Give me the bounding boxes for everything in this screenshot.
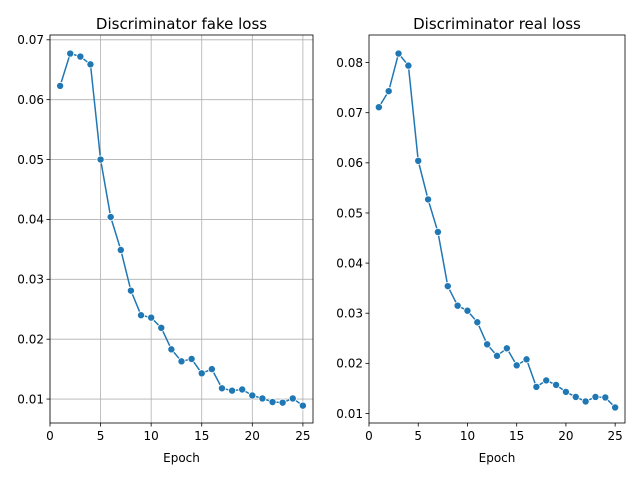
fake-loss-point [137,311,146,320]
fake-loss-point [177,357,186,366]
real-loss-x-tick-label: 25 [608,429,623,443]
fake-loss-point [167,345,176,354]
fake-loss-point [96,155,105,164]
real-loss-y-tick-label: 0.03 [336,307,363,321]
fake-loss-point [268,398,277,407]
fake-loss-x-tick-label: 5 [97,429,105,443]
fake-loss-y-tick-label: 0.07 [17,33,44,47]
fake-loss-point [56,81,65,90]
fake-loss-point [278,398,287,407]
real-loss-point [374,103,383,112]
fake-loss-y-tick-label: 0.01 [17,392,44,406]
real-loss-point [453,301,462,310]
real-loss-x-tick-label: 10 [460,429,475,443]
real-loss-xlabel: Epoch [479,451,516,465]
real-loss-point [394,49,403,58]
fake-loss-ticks: 0 5 10 15 20 25 0.01 0.02 0.03 0.04 0.05 0.06 0.07 [17,33,310,443]
real-loss-point [512,361,521,370]
real-loss-point [522,355,531,364]
real-loss-x-tick-label: 0 [365,429,373,443]
real-loss-y-tick-label: 0.01 [336,407,363,421]
real-loss-point [591,392,600,401]
real-loss-point [532,382,541,391]
fake-loss-point [76,52,85,61]
fake-loss-y-tick-label: 0.05 [17,153,44,167]
fake-loss-point [187,354,196,363]
real-loss-point [424,195,433,204]
fake-loss-point [106,213,115,222]
real-loss-y-tick-label: 0.05 [336,206,363,220]
real-loss-point [414,156,423,165]
fake-loss-point [228,386,237,395]
fake-loss-title: Discriminator fake loss [96,15,267,33]
real-loss-point [571,392,580,401]
fake-loss-point [238,385,247,394]
fake-loss-y-tick-label: 0.04 [17,213,44,227]
real-loss-point [542,376,551,385]
fake-loss-point [66,49,75,58]
fake-loss-point [217,384,226,393]
fake-loss-point [116,245,125,254]
real-loss-point [561,387,570,396]
real-loss-axes-frame [368,34,626,424]
fake-loss-point [288,394,297,403]
real-loss-point [483,340,492,349]
fake-loss-xlabel: Epoch [163,451,200,465]
real-loss-point [404,61,413,70]
fake-loss-point [248,391,257,400]
fake-loss-y-tick-label: 0.03 [17,273,44,287]
fake-loss-x-tick-label: 10 [144,429,159,443]
fake-loss-x-tick-label: 0 [46,429,54,443]
real-loss-point [611,403,620,412]
fake-loss-point [147,313,156,322]
real-loss-x-tick-label: 15 [509,429,524,443]
real-loss-y-tick-label: 0.04 [336,256,363,270]
fake-loss-point [207,365,216,374]
fake-loss-point [258,394,267,403]
real-loss-y-tick-label: 0.08 [336,56,363,70]
fake-loss-panel: 0 5 10 15 20 25 0.01 0.02 0.03 0.04 0.05 0.06 0.07 D… [17,15,314,465]
real-loss-ticks: 0 5 10 15 20 25 0.01 0.02 0.03 0.04 0.05 0.06 0.07 0.… [336,56,623,443]
real-loss-point [492,351,501,360]
real-loss-point [502,344,511,353]
real-loss-x-tick-label: 5 [414,429,422,443]
real-loss-x-tick-label: 20 [558,429,573,443]
real-loss-point [581,397,590,406]
real-loss-point [433,228,442,237]
fake-loss-x-tick-label: 15 [194,429,209,443]
real-loss-point [552,380,561,389]
fake-loss-x-tick-label: 20 [245,429,260,443]
real-loss-panel: 0 5 10 15 20 25 0.01 0.02 0.03 0.04 0.05 0.06 0.07 0.… [336,15,626,465]
real-loss-point [473,318,482,327]
real-loss-point [601,393,610,402]
fake-loss-point [157,323,166,332]
real-loss-point [384,87,393,96]
fake-loss-y-tick-label: 0.02 [17,332,44,346]
fake-loss-y-tick-label: 0.06 [17,93,44,107]
fake-loss-point [197,369,206,378]
real-loss-series [374,49,620,412]
fake-loss-point [86,60,95,69]
real-loss-y-tick-label: 0.02 [336,357,363,371]
real-loss-y-tick-label: 0.06 [336,156,363,170]
fake-loss-point [126,286,135,295]
fake-loss-axes-frame [49,34,314,424]
real-loss-point [443,282,452,291]
fake-loss-series [56,49,307,410]
fake-loss-x-tick-label: 25 [295,429,310,443]
real-loss-y-tick-label: 0.07 [336,106,363,120]
fake-loss-point [298,401,307,410]
real-loss-title: Discriminator real loss [413,15,581,33]
real-loss-point [463,306,472,315]
